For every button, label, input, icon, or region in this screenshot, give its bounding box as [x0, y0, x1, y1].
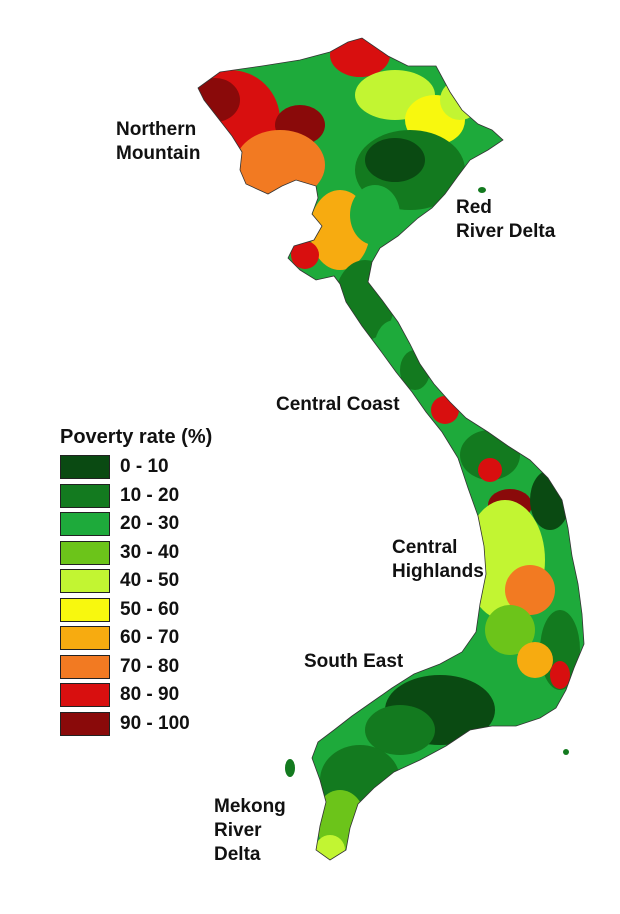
legend-label: 70 - 80	[120, 655, 180, 677]
district-zone	[440, 80, 480, 120]
legend-swatch	[60, 455, 110, 480]
label-central-highlands: Central Highlands	[392, 537, 484, 582]
legend-swatch	[60, 626, 110, 651]
legend-item: 0 - 10	[60, 453, 212, 482]
district-zone	[315, 835, 345, 860]
legend-item: 30 - 40	[60, 539, 212, 568]
legend: Poverty rate (%) 0 - 10 10 - 20 20 - 30 30 …	[60, 426, 212, 738]
district-zone	[365, 138, 425, 182]
legend-label: 20 - 30	[120, 513, 180, 535]
legend-swatch	[60, 569, 110, 594]
legend-swatch	[60, 711, 110, 736]
legend-items: 0 - 10 10 - 20 20 - 30 30 - 40 40 - 50 50 - 6…	[60, 453, 212, 738]
district-zone	[530, 470, 570, 530]
district-zone	[517, 642, 553, 678]
island	[285, 759, 295, 777]
district-zone	[330, 38, 390, 77]
legend-swatch	[60, 683, 110, 708]
legend-swatch	[60, 654, 110, 679]
legend-item: 60 - 70	[60, 624, 212, 653]
label-mekong-river-delta: Mekong River Delta	[214, 796, 286, 865]
island	[563, 749, 569, 755]
legend-label: 10 - 20	[120, 484, 180, 506]
legend-label: 90 - 100	[120, 712, 190, 734]
legend-label: 80 - 90	[120, 684, 180, 706]
legend-swatch	[60, 512, 110, 537]
legend-label: 30 - 40	[120, 541, 180, 563]
district-zone	[540, 610, 580, 690]
legend-item: 10 - 20	[60, 482, 212, 511]
legend-item: 40 - 50	[60, 567, 212, 596]
district-zone	[291, 241, 319, 269]
legend-label: 50 - 60	[120, 598, 180, 620]
legend-item: 90 - 100	[60, 710, 212, 739]
district-zone	[350, 185, 400, 245]
island	[478, 187, 486, 193]
zone-central-coast	[431, 396, 459, 424]
district-zone	[235, 130, 325, 200]
district-zone	[550, 661, 570, 689]
legend-title: Poverty rate (%)	[60, 426, 213, 448]
district-zone	[478, 458, 502, 482]
legend-item: 50 - 60	[60, 596, 212, 625]
label-red-river-delta: Red River Delta	[456, 197, 556, 242]
legend-swatch	[60, 483, 110, 508]
district-zone	[505, 565, 555, 615]
legend-item: 80 - 90	[60, 681, 212, 710]
legend-label: 40 - 50	[120, 570, 180, 592]
label-south-east: South East	[304, 651, 404, 672]
legend-item: 70 - 80	[60, 653, 212, 682]
label-northern-mountain: Northern Mountain	[116, 119, 201, 164]
legend-swatch	[60, 597, 110, 622]
legend-label: 0 - 10	[120, 456, 169, 478]
district-zone	[365, 705, 435, 755]
district-zone	[400, 350, 430, 390]
legend-item: 20 - 30	[60, 510, 212, 539]
label-central-coast: Central Coast	[276, 394, 400, 415]
district-zone	[485, 605, 535, 655]
district-zone	[198, 78, 240, 122]
legend-label: 60 - 70	[120, 627, 180, 649]
legend-swatch	[60, 540, 110, 565]
